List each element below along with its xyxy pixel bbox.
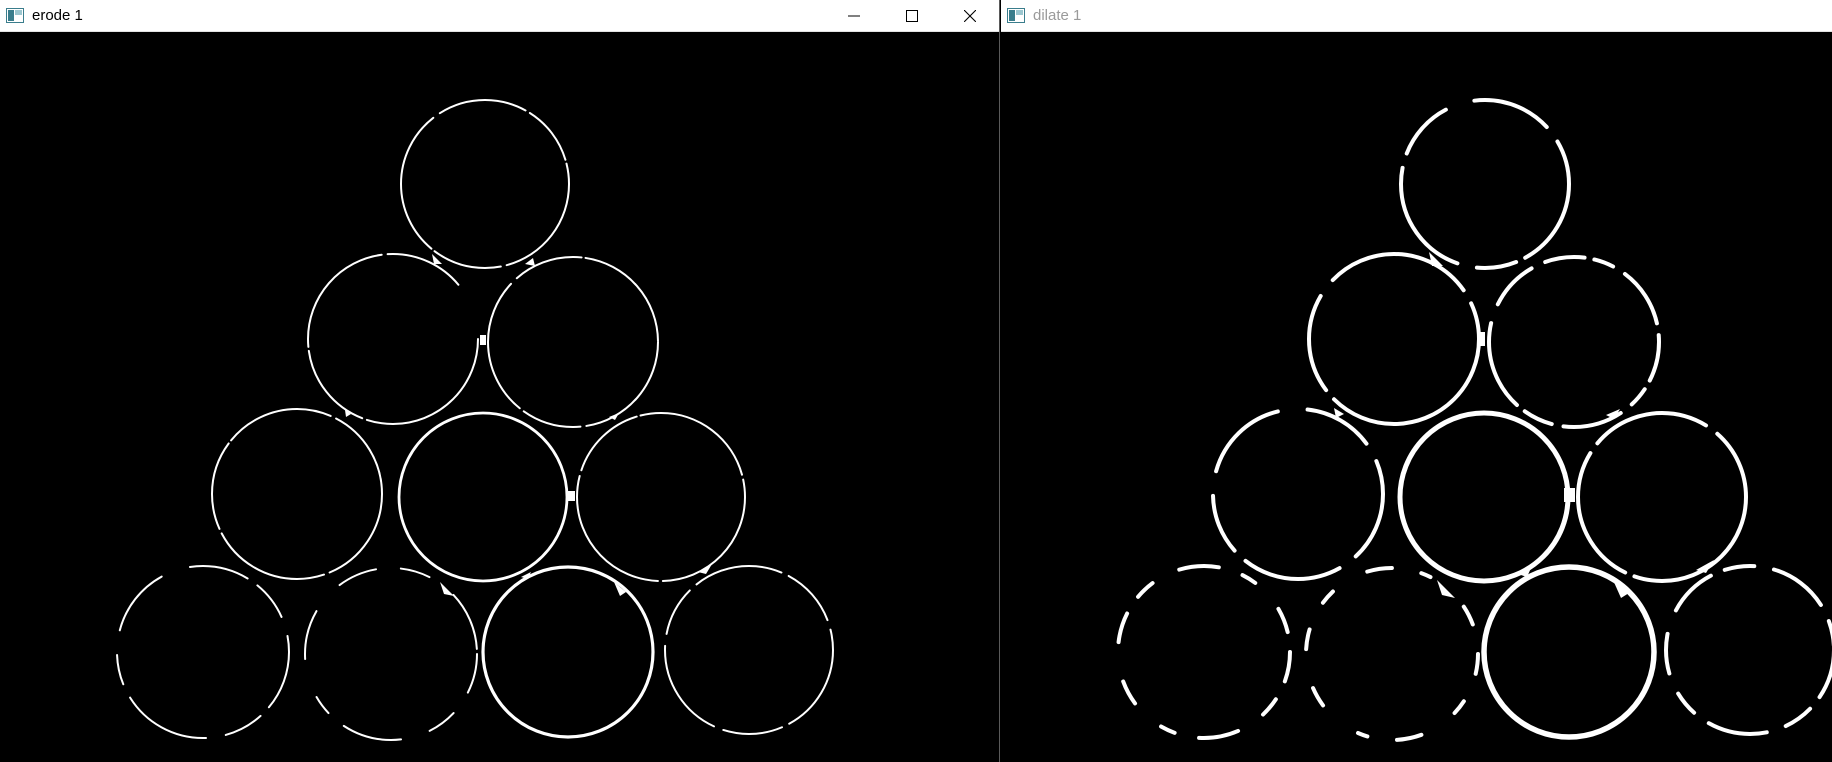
maximize-button[interactable] <box>883 0 941 32</box>
circle <box>1481 564 1657 740</box>
maximize-icon <box>906 10 918 22</box>
circle <box>487 256 659 428</box>
circle <box>664 565 834 735</box>
erode-titlebar[interactable]: erode 1 <box>0 0 999 32</box>
circle <box>1576 411 1748 583</box>
circle <box>400 99 570 269</box>
circle <box>1304 566 1480 742</box>
app-icon <box>6 8 24 23</box>
circle <box>1211 407 1385 581</box>
close-button[interactable] <box>941 0 999 32</box>
circle <box>1399 98 1571 270</box>
erode-window[interactable]: erode 1 <box>0 0 1000 762</box>
circle <box>1487 255 1661 429</box>
circle <box>211 408 383 580</box>
close-icon <box>964 10 976 22</box>
circle <box>397 411 569 583</box>
app-icon <box>1007 8 1025 23</box>
circle <box>1116 564 1292 740</box>
circle <box>481 565 655 739</box>
erode-image <box>0 32 999 762</box>
circle <box>116 565 290 739</box>
window-title: erode 1 <box>32 7 83 24</box>
circle <box>304 567 478 741</box>
circle <box>1397 410 1571 584</box>
dilate-titlebar[interactable]: dilate 1 <box>1001 0 1832 32</box>
circle <box>307 253 479 425</box>
circle <box>1664 564 1832 736</box>
circle <box>576 412 746 582</box>
dilate-window[interactable]: dilate 1 <box>1001 0 1832 762</box>
minimize-button[interactable] <box>825 0 883 32</box>
circle <box>1307 252 1481 426</box>
dilate-image <box>1001 32 1832 762</box>
minimize-icon <box>848 15 860 17</box>
window-title: dilate 1 <box>1033 7 1082 24</box>
